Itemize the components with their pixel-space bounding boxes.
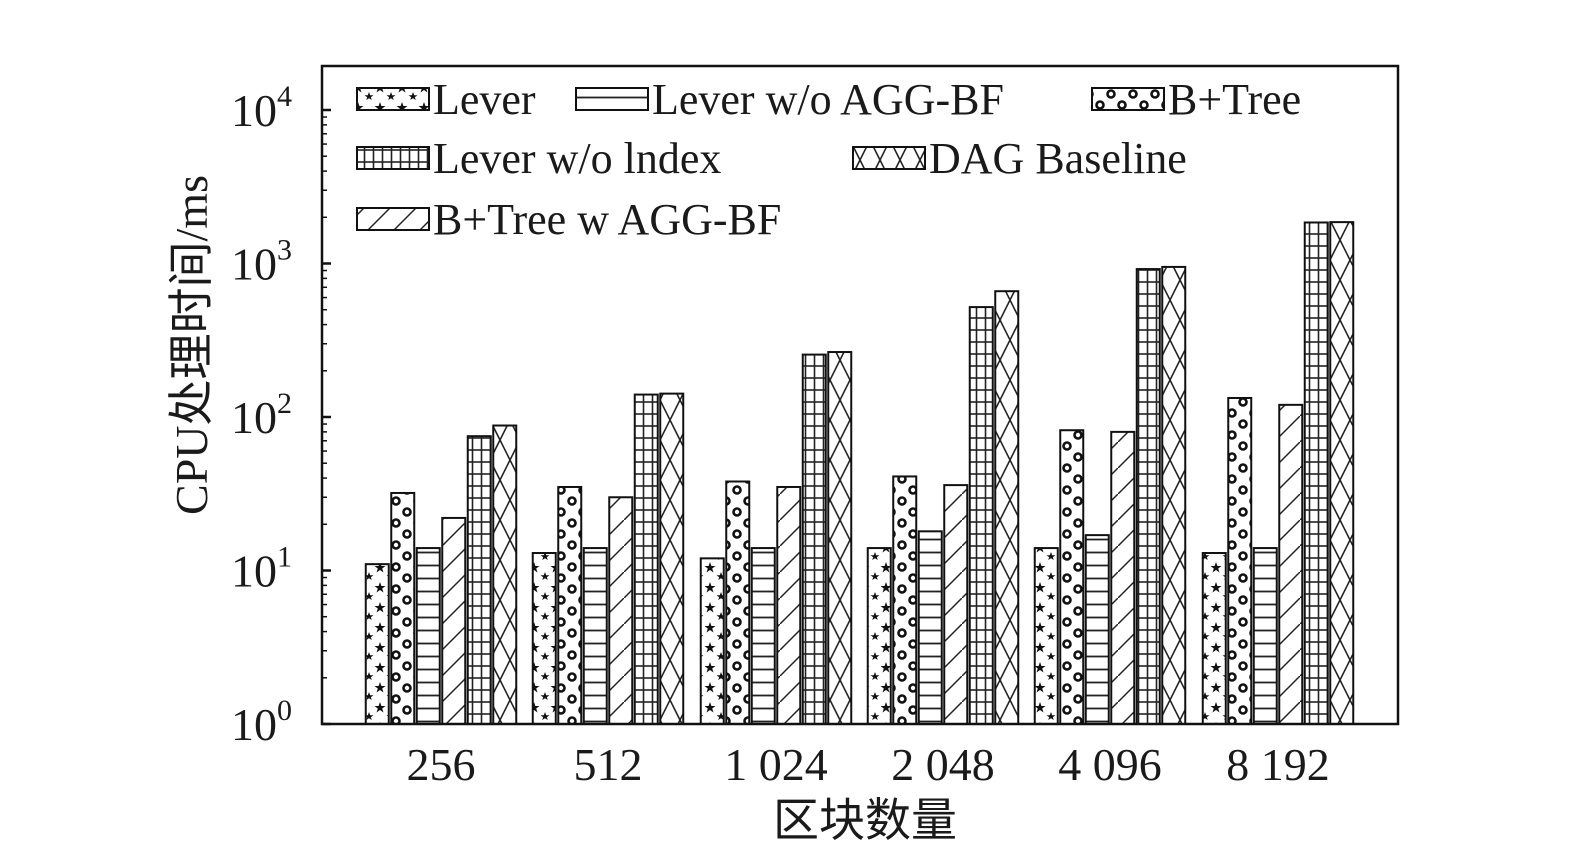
x-tick-label: 2 048 [891, 739, 995, 790]
legend-item: B+Tree w AGG-BF [356, 195, 781, 244]
legend-label: Lever w/o lndex [433, 134, 721, 183]
bar-dots-0 [390, 491, 416, 725]
bar-diagonal-4 [1110, 430, 1136, 725]
legend-label: Lever [433, 75, 536, 124]
bar-hlines-0 [415, 547, 441, 725]
legend-swatch-dots [1091, 87, 1165, 111]
bar-cross-2 [827, 351, 853, 725]
bar-grid-4 [1135, 268, 1161, 725]
bar-stars-4 [1033, 547, 1059, 725]
legend-item: Lever w/o AGG-BF [575, 75, 1004, 124]
x-tick-label: 8 192 [1226, 739, 1330, 790]
bar-hlines-3 [917, 530, 943, 725]
bar-diagonal-3 [943, 484, 969, 726]
y-tick-label: 104 [231, 80, 292, 136]
bar-cross-5 [1329, 221, 1355, 725]
bar-stars-5 [1201, 552, 1227, 726]
legend-swatch-cross [852, 146, 926, 170]
bar-hlines-1 [582, 547, 608, 725]
bar-grid-5 [1303, 221, 1329, 725]
bar-stars-2 [699, 557, 725, 726]
legend: Lever Lever w/o AGG-BF B+Tree Lever w/o lnd… [356, 75, 1301, 244]
bar-cross-4 [1161, 265, 1187, 725]
bar-diagonal-0 [441, 516, 467, 725]
y-tick-label: 102 [231, 387, 292, 443]
y-tick-label: 101 [231, 541, 292, 597]
legend-item: DAG Baseline [852, 134, 1187, 183]
legend-label: B+Tree [1168, 75, 1301, 124]
bar-dots-2 [725, 480, 751, 725]
bar-cross-0 [492, 424, 518, 725]
bar-grid-0 [466, 435, 492, 725]
x-axis: 256 512 1 024 2 048 4 096 8 192 [407, 739, 1330, 790]
y-axis-title: CPU处理时间/ms [166, 175, 217, 515]
bars-layer [364, 221, 1355, 726]
bar-stars-1 [531, 552, 557, 726]
y-tick-label: 100 [231, 694, 292, 750]
legend-swatch-diagonal [356, 207, 430, 231]
legend-swatch-grid [356, 146, 430, 170]
legend-item: Lever w/o lndex [356, 134, 721, 183]
bar-cross-3 [994, 290, 1020, 725]
bar-hlines-4 [1084, 534, 1110, 726]
bar-dots-1 [557, 485, 583, 726]
bar-dots-3 [892, 475, 918, 725]
bar-grid-1 [633, 393, 659, 725]
legend-swatch-stars [356, 87, 430, 111]
legend-label: B+Tree w AGG-BF [433, 195, 781, 244]
y-axis: 100 101 102 103 104 [231, 80, 331, 750]
x-tick-label: 4 096 [1058, 739, 1162, 790]
plot-frame [320, 64, 1400, 726]
bar-grid-3 [968, 306, 994, 725]
y-tick-label: 103 [231, 234, 292, 290]
x-axis-title: 区块数量 [773, 795, 957, 846]
legend-swatch-hlines [575, 87, 649, 111]
bar-hlines-2 [750, 547, 776, 725]
x-tick-label: 256 [407, 739, 476, 790]
bar-diagonal-2 [776, 485, 802, 726]
bar-hlines-5 [1252, 547, 1278, 725]
legend-label: Lever w/o AGG-BF [652, 75, 1004, 124]
x-tick-label: 1 024 [724, 739, 828, 790]
bar-diagonal-1 [608, 496, 634, 726]
legend-item: Lever [356, 75, 536, 124]
bar-grid-2 [801, 353, 827, 725]
bar-stars-3 [866, 547, 892, 725]
bar-stars-0 [364, 563, 390, 726]
bar-cross-1 [659, 392, 685, 725]
legend-item: B+Tree [1091, 75, 1301, 124]
legend-label: DAG Baseline [929, 134, 1187, 183]
x-tick-label: 512 [574, 739, 643, 790]
bar-dots-5 [1227, 396, 1253, 725]
bar-diagonal-5 [1278, 403, 1304, 725]
bar-dots-4 [1059, 429, 1085, 725]
